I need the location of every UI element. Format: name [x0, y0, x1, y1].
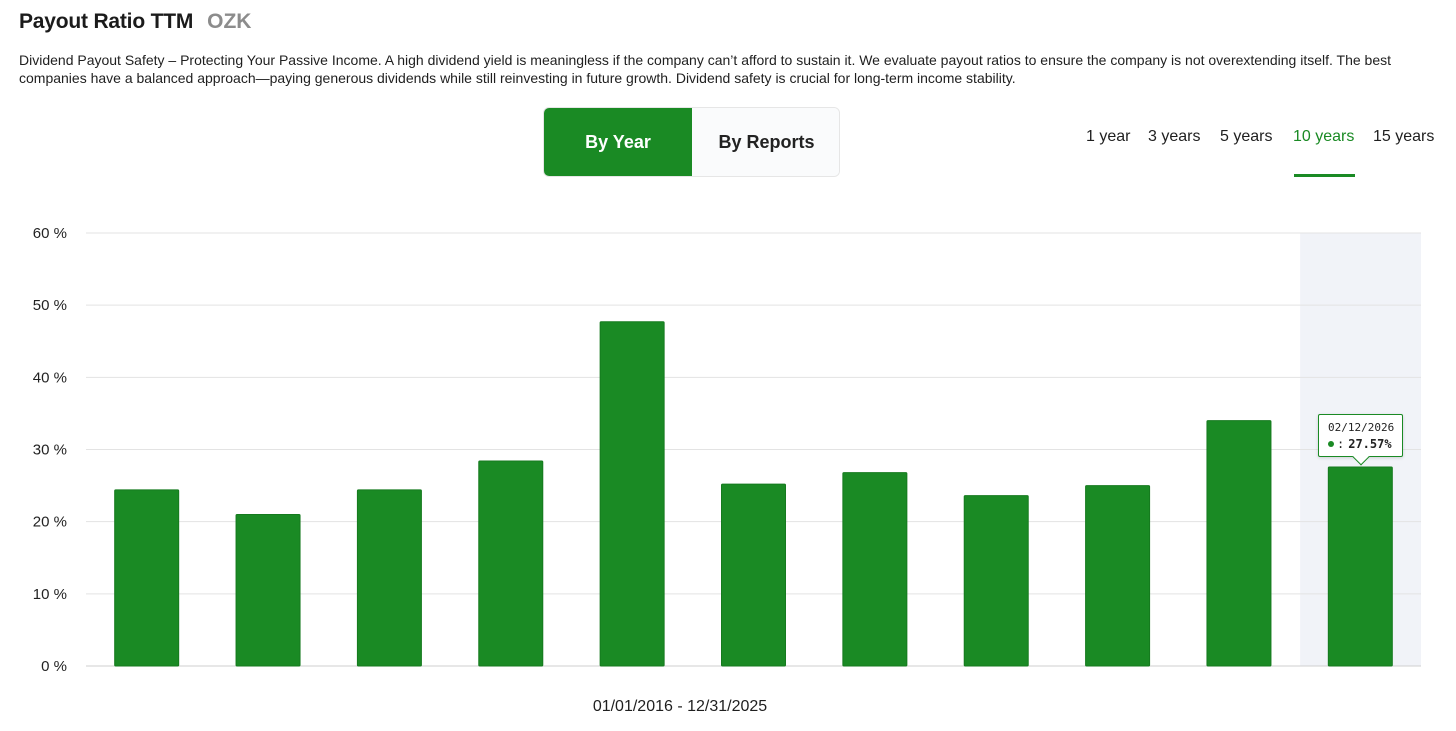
range-3-years[interactable]: 3 years [1148, 128, 1201, 145]
date-range-label: 01/01/2016 - 12/31/2025 [592, 698, 768, 715]
y-tick-label: 20 % [33, 514, 67, 531]
period-toggle: By Year By Reports [543, 107, 840, 177]
payout-ratio-chart: 0 % 10 % 20 % 30 % 40 % 50 % 60 % [33, 225, 1421, 675]
bar[interactable] [114, 489, 180, 667]
bar[interactable] [599, 321, 665, 667]
y-tick-label: 10 % [33, 586, 67, 603]
bar[interactable] [1085, 485, 1151, 667]
ticker-symbol: OZK [207, 10, 252, 33]
bar[interactable] [235, 513, 301, 667]
chart-tooltip: 02/12/2026 : 27.57% [1318, 414, 1404, 466]
by-reports-button[interactable]: By Reports [692, 108, 839, 176]
range-10-years[interactable]: 10 years [1293, 128, 1355, 145]
y-tick-label: 40 % [33, 369, 67, 386]
bar[interactable] [1327, 466, 1393, 667]
range-15-years[interactable]: 15 years [1373, 128, 1435, 145]
bar[interactable] [1206, 420, 1272, 667]
page-title: Payout Ratio TTM [19, 10, 194, 33]
bar[interactable] [356, 489, 422, 667]
y-tick-label: 30 % [33, 442, 67, 459]
range-selector: 1 year 3 years 5 years 10 years 15 years [0, 128, 1456, 178]
description: Dividend Payout Safety – Protecting Your… [19, 52, 1392, 86]
bar[interactable] [842, 472, 908, 667]
y-tick-label: 60 % [33, 225, 67, 242]
tooltip-colon: : [1337, 437, 1345, 451]
by-year-button[interactable]: By Year [544, 108, 692, 176]
range-1-year[interactable]: 1 year [1086, 128, 1131, 145]
active-range-underline [1294, 174, 1355, 177]
bar[interactable] [478, 460, 544, 667]
range-5-years[interactable]: 5 years [1220, 128, 1273, 145]
bar[interactable] [721, 483, 786, 667]
tooltip-date: 02/12/2026 [1328, 421, 1395, 434]
series-dot-icon [1328, 441, 1334, 447]
tooltip-value: 27.57% [1348, 437, 1392, 451]
header: Payout Ratio TTM OZK [19, 10, 251, 34]
y-tick-label: 50 % [33, 297, 67, 314]
bar[interactable] [963, 495, 1029, 667]
y-tick-label: 0 % [41, 658, 67, 675]
